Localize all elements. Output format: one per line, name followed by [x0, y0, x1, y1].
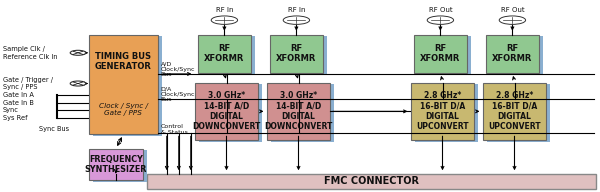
Bar — [490, 36, 543, 74]
Text: TIMING BUS
GENERATOR: TIMING BUS GENERATOR — [95, 52, 152, 71]
Text: Control
& Status: Control & Status — [161, 124, 188, 135]
Bar — [198, 35, 251, 73]
Text: Sync: Sync — [3, 107, 19, 113]
Text: FREQUENCY
SYNTHESIZER: FREQUENCY SYNTHESIZER — [85, 155, 147, 174]
Bar — [147, 174, 596, 189]
Bar — [414, 35, 467, 73]
Bar — [487, 84, 550, 142]
Text: FMC CONNECTOR: FMC CONNECTOR — [324, 176, 419, 186]
Text: Sys Ref: Sys Ref — [3, 115, 28, 121]
Bar — [89, 149, 143, 180]
Circle shape — [70, 81, 86, 86]
Bar — [415, 84, 478, 142]
Text: 3.0 GHz*
14-BIT A/D
DIGITAL
DOWNCONVERT: 3.0 GHz* 14-BIT A/D DIGITAL DOWNCONVERT — [265, 91, 332, 132]
Bar — [89, 35, 158, 134]
Bar — [418, 36, 471, 74]
Circle shape — [427, 16, 454, 24]
Bar — [270, 35, 323, 73]
Bar — [93, 150, 147, 182]
Bar — [411, 83, 474, 140]
Text: D/A
Clock/Sync
Bus: D/A Clock/Sync Bus — [161, 86, 196, 102]
Bar — [274, 36, 327, 74]
Text: Sample Clk /
Reference Clk In: Sample Clk / Reference Clk In — [3, 46, 58, 60]
Circle shape — [499, 16, 526, 24]
Bar — [486, 35, 539, 73]
Text: 2.8 GHz*
16-BIT D/A
DIGITAL
UPCONVERT: 2.8 GHz* 16-BIT D/A DIGITAL UPCONVERT — [488, 91, 541, 132]
Text: 3.0 GHz*
14-BIT A/D
DIGITAL
DOWNCONVERT: 3.0 GHz* 14-BIT A/D DIGITAL DOWNCONVERT — [193, 91, 260, 132]
Text: RF
XFORMR: RF XFORMR — [204, 44, 245, 64]
Text: RF
XFORMR: RF XFORMR — [276, 44, 317, 64]
Text: Clock / Sync /
Gate / PPS: Clock / Sync / Gate / PPS — [99, 103, 148, 116]
Bar — [199, 84, 262, 142]
Circle shape — [283, 16, 310, 24]
Text: Sync Bus: Sync Bus — [39, 126, 69, 132]
Text: Gate In B: Gate In B — [3, 100, 34, 106]
Bar — [195, 83, 258, 140]
Bar — [267, 83, 330, 140]
Text: RF
XFORMR: RF XFORMR — [420, 44, 461, 64]
Text: RF Out: RF Out — [500, 7, 524, 13]
Bar — [271, 84, 334, 142]
Text: A/D
Clock/Sync
Bus: A/D Clock/Sync Bus — [161, 61, 196, 77]
Text: RF Out: RF Out — [428, 7, 452, 13]
Text: RF In: RF In — [287, 7, 305, 13]
Text: RF In: RF In — [215, 7, 233, 13]
Text: RF
XFORMR: RF XFORMR — [492, 44, 533, 64]
Text: Gate In A: Gate In A — [3, 92, 34, 98]
Text: 2.8 GHz*
16-BIT D/A
DIGITAL
UPCONVERT: 2.8 GHz* 16-BIT D/A DIGITAL UPCONVERT — [416, 91, 469, 132]
Circle shape — [211, 16, 238, 24]
Text: Gate / Trigger /
Sync / PPS: Gate / Trigger / Sync / PPS — [3, 77, 53, 90]
Bar — [483, 83, 546, 140]
Bar — [93, 36, 162, 136]
Bar — [202, 36, 255, 74]
Circle shape — [70, 50, 86, 55]
